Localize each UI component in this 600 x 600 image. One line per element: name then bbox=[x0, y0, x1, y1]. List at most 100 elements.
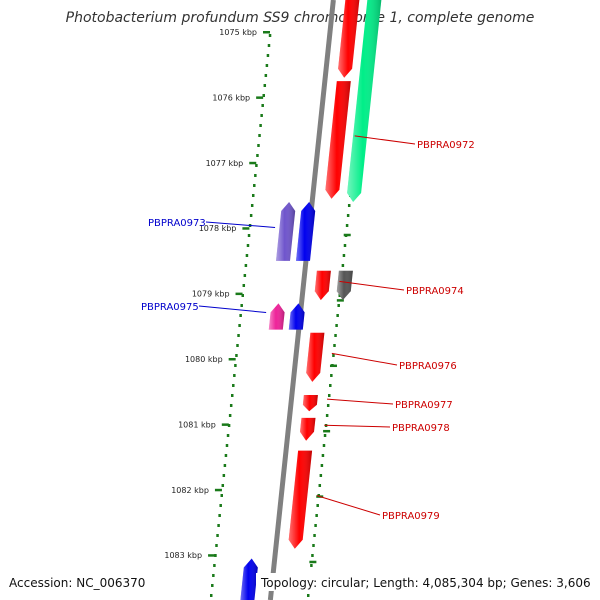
gene-arrow bbox=[325, 81, 351, 199]
gene-arrow-shade bbox=[288, 450, 313, 549]
gene-arrow bbox=[306, 332, 325, 382]
ruler-dot bbox=[224, 454, 228, 457]
ruler-dot bbox=[346, 214, 350, 217]
gene-arrow bbox=[268, 303, 285, 330]
ruler-dot bbox=[214, 554, 217, 557]
ruler-tick bbox=[221, 423, 229, 426]
ruler-dot bbox=[314, 524, 317, 527]
ruler-dot bbox=[264, 74, 268, 77]
ruler-dot bbox=[230, 394, 234, 397]
ruler-tick bbox=[323, 429, 331, 433]
ruler-dot bbox=[257, 144, 260, 147]
gene-label-leader bbox=[354, 135, 416, 145]
ruler-dot bbox=[238, 324, 241, 327]
ruler-dot bbox=[259, 124, 262, 127]
ruler-dot bbox=[327, 394, 331, 397]
ruler-dot bbox=[216, 534, 219, 537]
ruler-dot bbox=[306, 594, 310, 597]
ruler-dot bbox=[247, 234, 251, 237]
ruler-dot bbox=[239, 314, 242, 317]
ruler-dot bbox=[266, 54, 270, 57]
gene-arrow-shade bbox=[338, 0, 360, 78]
ruler-tick bbox=[263, 31, 270, 34]
ruler-dot bbox=[256, 154, 259, 157]
ruler-dot bbox=[251, 194, 255, 197]
ruler-dot bbox=[268, 34, 272, 37]
gene-label-leader bbox=[198, 305, 267, 313]
ruler-tick bbox=[256, 96, 264, 99]
ruler-dot bbox=[236, 344, 239, 347]
gene-arrow-shade bbox=[314, 270, 331, 301]
gene-arrow-shade bbox=[306, 332, 325, 382]
ruler-dot bbox=[334, 334, 337, 337]
ruler-dot bbox=[310, 564, 313, 567]
footer-accession-bg bbox=[4, 573, 150, 591]
ruler-dot bbox=[245, 254, 249, 257]
ruler-tick-label: 1082 kbp bbox=[171, 486, 209, 495]
ruler-dot bbox=[223, 464, 227, 467]
ruler-tick-label: 1078 kbp bbox=[199, 224, 237, 233]
ruler-dot bbox=[325, 414, 329, 417]
ruler-dot bbox=[235, 354, 238, 357]
map-title: Photobacterium profundum SS9 chromosome … bbox=[66, 10, 535, 26]
gene-arrow bbox=[296, 202, 316, 261]
gene-label: PBPRA0976 bbox=[399, 361, 457, 372]
footer: Accession: NC_006370 Topology: circular;… bbox=[4, 573, 596, 591]
gene-arrow bbox=[276, 202, 296, 261]
ruler-dot bbox=[246, 244, 250, 247]
ruler-dot bbox=[249, 214, 253, 217]
gene-arrow bbox=[288, 303, 305, 330]
ruler-dot bbox=[215, 544, 218, 547]
footer-topology: Topology: circular; Length: 4,085,304 bp… bbox=[260, 576, 591, 590]
ruler-dot bbox=[337, 304, 340, 307]
ruler-dot bbox=[322, 444, 326, 447]
ruler-tick bbox=[329, 364, 337, 368]
ruler-dot bbox=[311, 554, 314, 557]
ruler-dot bbox=[222, 474, 226, 477]
ruler-dot bbox=[320, 464, 324, 467]
ruler-tick bbox=[228, 358, 236, 361]
ruler-dot bbox=[243, 274, 247, 277]
ruler-dot bbox=[321, 454, 325, 457]
ruler-dot bbox=[209, 594, 213, 597]
gene-label-leader bbox=[326, 398, 394, 405]
ruler-tick bbox=[235, 292, 243, 296]
ruler-dot bbox=[220, 494, 223, 497]
ruler-tick bbox=[309, 560, 317, 564]
gene-arrow bbox=[240, 558, 258, 600]
backbone-line bbox=[267, 0, 336, 600]
gene-label-leader bbox=[205, 221, 276, 228]
ruler-dot bbox=[316, 504, 319, 507]
gene-arrow-shade bbox=[347, 0, 382, 202]
ruler-dot bbox=[211, 584, 214, 587]
ruler-dot bbox=[219, 504, 222, 507]
ruler-dot bbox=[241, 294, 244, 297]
ruler-dot bbox=[217, 524, 220, 527]
gene-arrow bbox=[300, 417, 316, 441]
ruler-dot bbox=[212, 574, 215, 577]
gene-arrow-shade bbox=[288, 303, 305, 330]
ruler-dot bbox=[330, 374, 333, 377]
ruler-dot bbox=[260, 114, 263, 117]
ruler-tick-label: 1077 kbp bbox=[206, 159, 244, 168]
ruler-dot bbox=[213, 564, 216, 567]
gene-label: PBPRA0972 bbox=[417, 140, 475, 151]
ruler-dot bbox=[333, 344, 336, 347]
gene-arrow-shade bbox=[300, 417, 316, 441]
ruler-tick-label: 1081 kbp bbox=[178, 420, 216, 429]
ruler-dot bbox=[335, 324, 338, 327]
gene-label-leader bbox=[324, 424, 391, 428]
ruler-dot bbox=[225, 444, 229, 447]
gene-arrow-shade bbox=[240, 558, 258, 600]
ruler-dot bbox=[263, 84, 267, 87]
gene-label-leader bbox=[331, 352, 398, 366]
ruler-tick-label: 1083 kbp bbox=[164, 551, 202, 560]
ruler-tick-label: 1080 kbp bbox=[185, 355, 223, 364]
ruler-dot bbox=[336, 314, 339, 317]
gene-arrow-shade bbox=[268, 303, 285, 330]
ruler-tick bbox=[249, 161, 257, 165]
ruler-dot bbox=[232, 384, 235, 387]
ruler-dot bbox=[265, 64, 269, 67]
ruler-dot bbox=[342, 254, 346, 257]
